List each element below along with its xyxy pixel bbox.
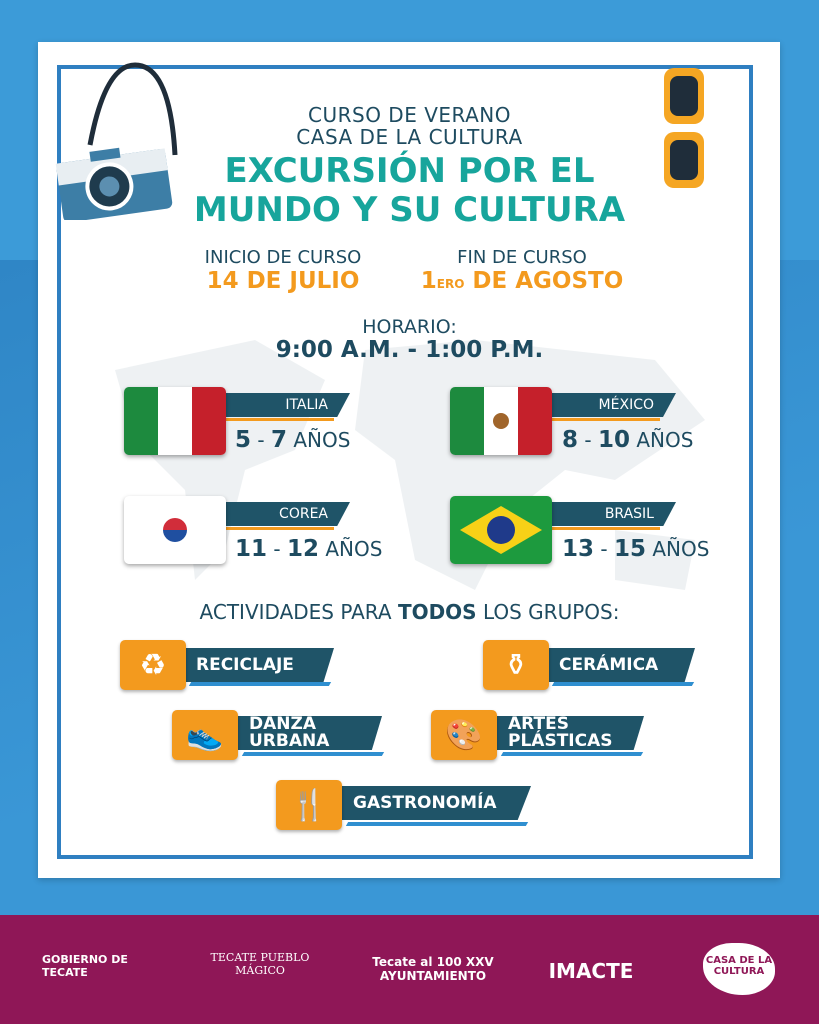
- country-label-corea: COREA: [222, 502, 350, 526]
- divider: [549, 527, 660, 530]
- logo-tecate-al-100: Tecate al 100 XXV AYUNTAMIENTO: [372, 955, 494, 983]
- logo-tecate-pueblo-magico: TECATE PUEBLO MÁGICO: [210, 951, 310, 977]
- flag-brazil: [450, 496, 552, 564]
- divider: [500, 752, 644, 756]
- activity-gastronomia: GASTRONOMÍA: [341, 786, 531, 820]
- divider: [222, 527, 334, 530]
- cutlery-icon: 🍴: [276, 780, 342, 830]
- recycle-icon: ♻: [120, 640, 186, 690]
- schedule-label: HORARIO:: [362, 316, 457, 338]
- divider: [345, 822, 529, 826]
- logo-imacte: IMACTE: [548, 959, 634, 983]
- end-date: 1ERO DE AGOSTO: [420, 268, 624, 294]
- footer-sponsors: GOBIERNO DE TECATE TECATE PUEBLO MÁGICO …: [0, 915, 819, 1024]
- flag-korea: [124, 496, 226, 564]
- flag-mexico: [450, 387, 552, 455]
- logo-casa-de-la-cultura: CASA DE LA CULTURA: [703, 943, 775, 995]
- divider: [222, 418, 334, 421]
- divider: [551, 682, 695, 686]
- pottery-icon: ⚱: [483, 640, 549, 690]
- activity-ceramica: CERÁMICA: [547, 648, 695, 682]
- divider: [241, 752, 385, 756]
- country-label-brasil: BRASIL: [549, 502, 676, 526]
- schedule-value: 9:00 A.M. - 1:00 P.M.: [275, 337, 544, 363]
- activity-artes-plasticas: ARTES PLÁSTICAS: [496, 716, 644, 750]
- camera-icon: [55, 62, 178, 220]
- flag-italy: [124, 387, 226, 455]
- country-label-italia: ITALIA: [222, 393, 350, 417]
- activity-reciclaje: RECICLAJE: [184, 648, 334, 682]
- start-date: 14 DE JULIO: [206, 268, 360, 294]
- sneaker-icon: 👟: [172, 710, 238, 760]
- country-label-mexico: MÉXICO: [546, 393, 676, 417]
- end-label: FIN DE CURSO: [457, 247, 587, 268]
- sunglasses-icon: [664, 68, 704, 188]
- activity-danza-urbana: DANZA URBANA: [237, 716, 382, 750]
- age-range-italia: 5 - 7 AÑOS: [235, 427, 351, 453]
- divider: [546, 418, 660, 421]
- subtitle-line1: CURSO DE VERANO: [308, 103, 511, 127]
- divider: [188, 682, 332, 686]
- poster-frame: [57, 65, 753, 859]
- title-line1: EXCURSIÓN POR EL: [224, 151, 595, 191]
- subtitle-line2: CASA DE LA CULTURA: [296, 125, 523, 149]
- age-range-corea: 11 - 12 AÑOS: [235, 536, 383, 562]
- age-range-brasil: 13 - 15 AÑOS: [562, 536, 710, 562]
- age-range-mexico: 8 - 10 AÑOS: [562, 427, 694, 453]
- palette-icon: 🎨: [431, 710, 497, 760]
- logo-gobierno-tecate: GOBIERNO DE TECATE: [42, 953, 128, 979]
- activities-heading: ACTIVIDADES PARA TODOS LOS GRUPOS:: [199, 600, 620, 624]
- start-label: INICIO DE CURSO: [204, 247, 362, 268]
- title-line2: MUNDO Y SU CULTURA: [193, 190, 626, 230]
